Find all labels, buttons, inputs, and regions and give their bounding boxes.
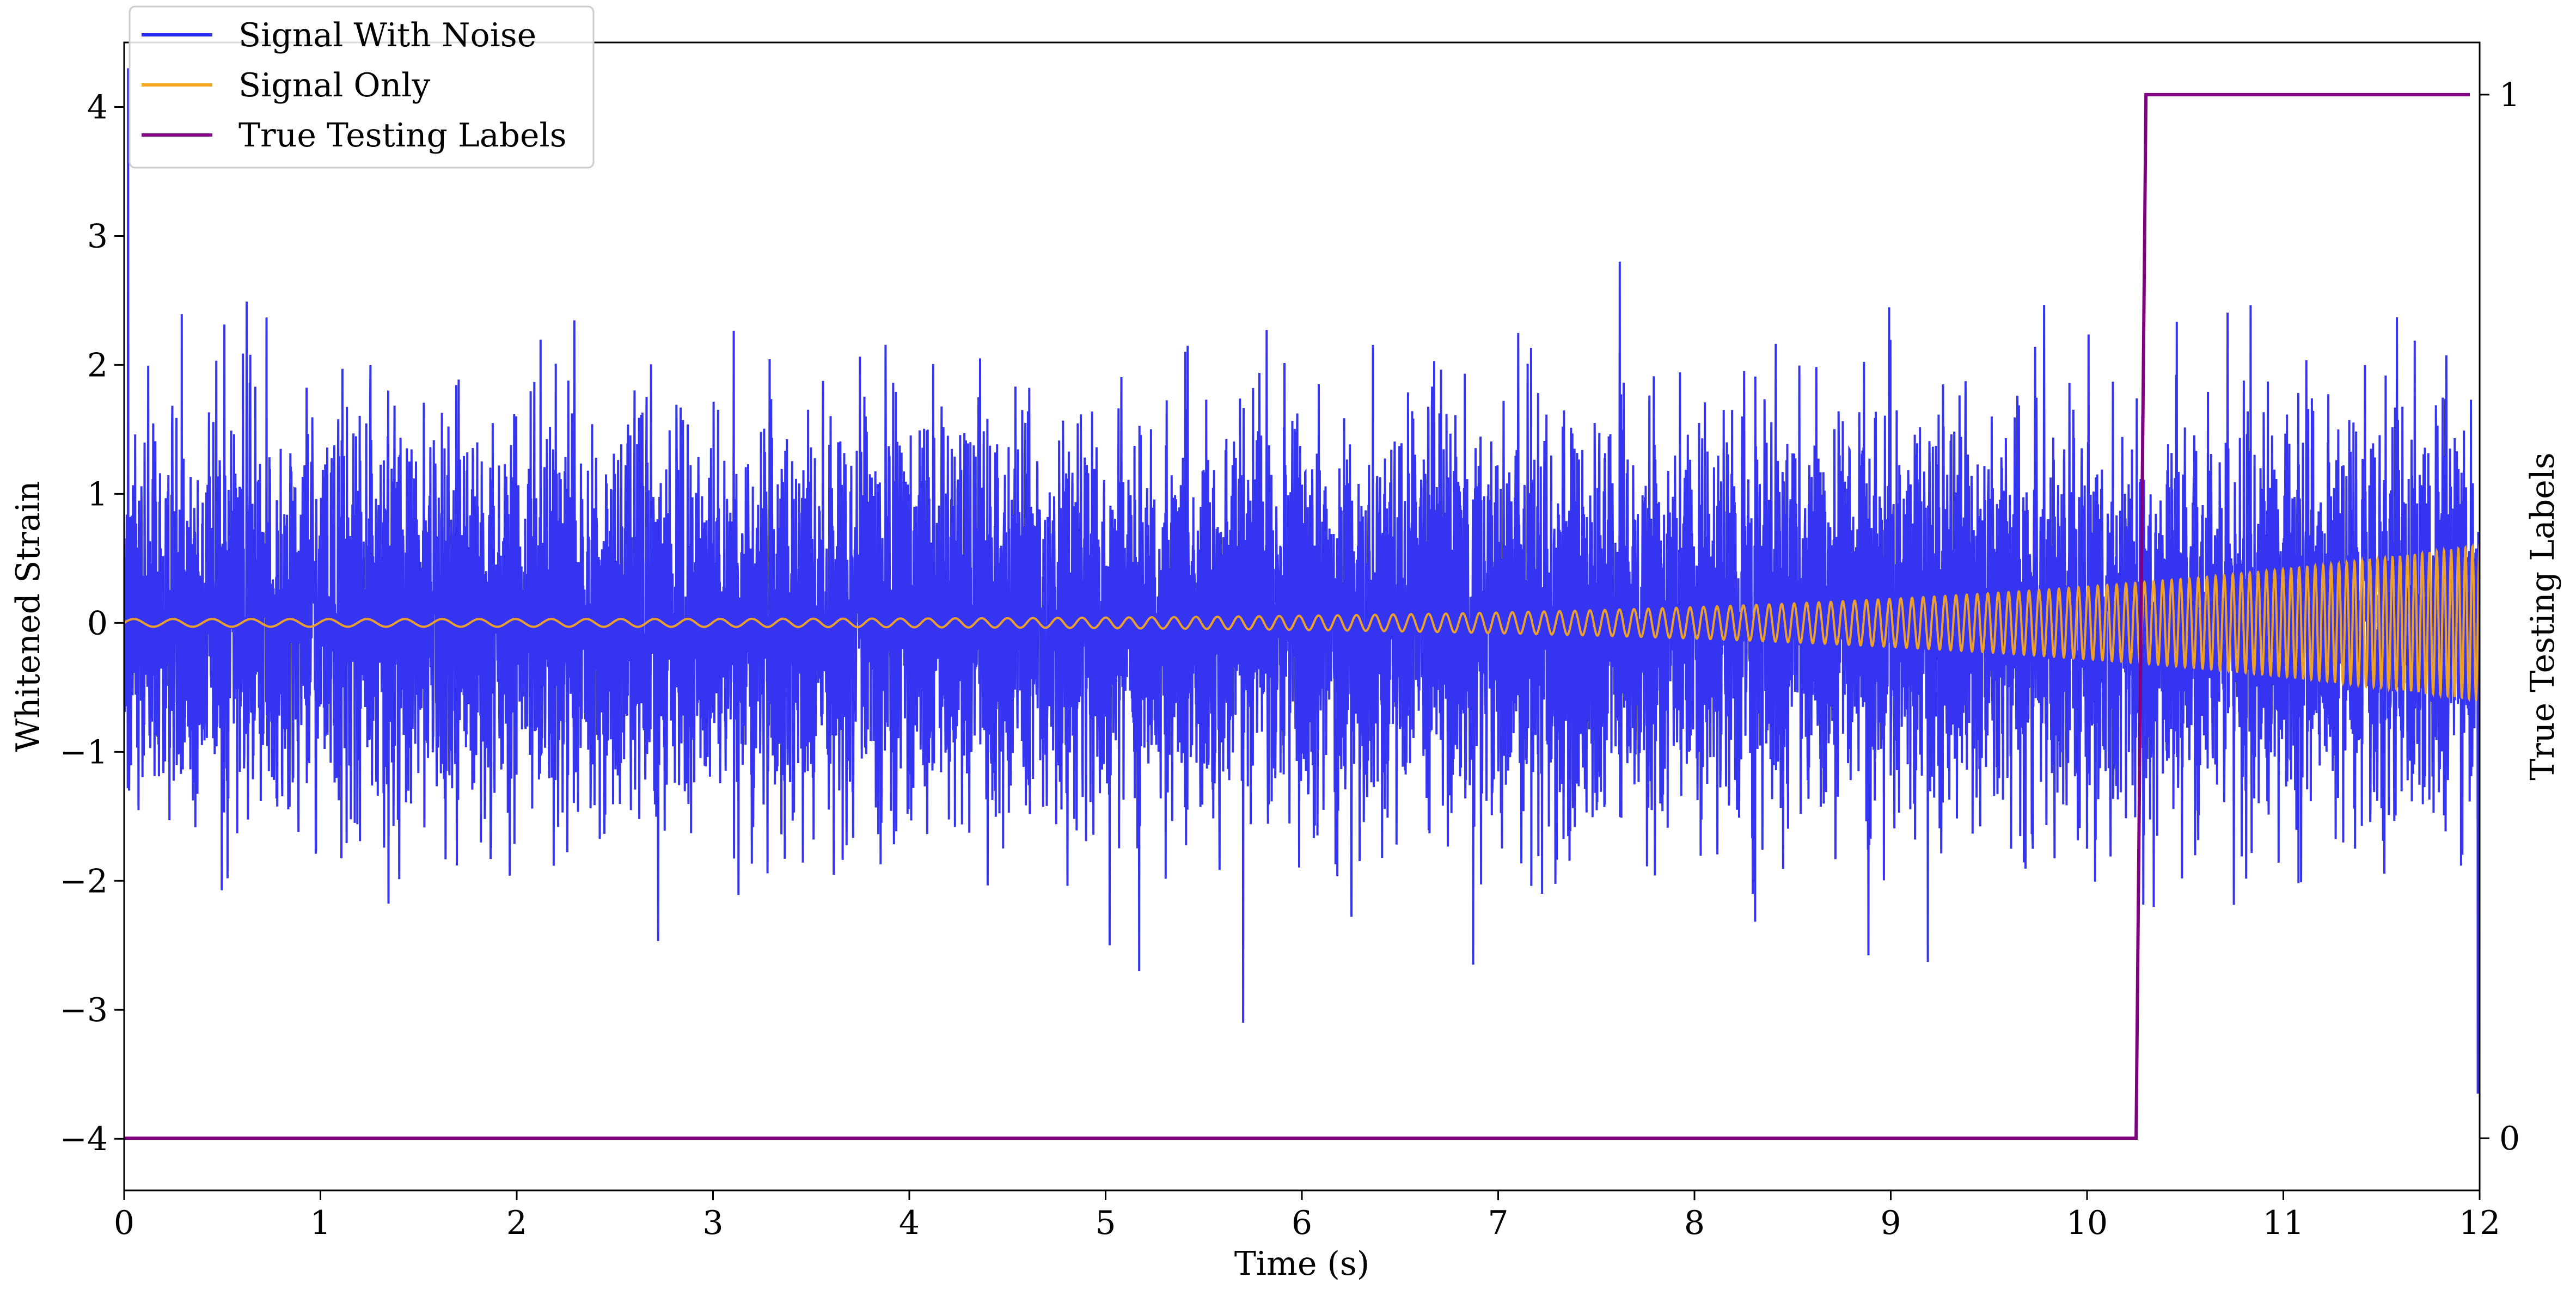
x-tick-label: 3 [702,1204,723,1242]
x-tick-label: 8 [1684,1204,1705,1242]
x-axis-label: Time (s) [1234,1245,1369,1283]
y-tick-label: 4 [87,88,108,126]
y-tick-label: 2 [87,346,108,384]
series-line-signal-only [124,543,2480,702]
y2-axis-label: True Testing Labels [2524,452,2562,781]
x-tick-label: 5 [1095,1204,1116,1242]
x-tick-label: 9 [1880,1204,1901,1242]
x-tick-label: 12 [2459,1204,2500,1242]
x-tick-label: 2 [506,1204,527,1242]
y-tick-label: 1 [87,475,108,513]
y-tick-label: −1 [60,733,108,771]
y-tick-label: −3 [60,991,108,1029]
x-tick-label: 6 [1292,1204,1312,1242]
series-line-signal-with-noise [124,68,2480,1094]
y-axis-label: Whitened Strain [9,481,47,752]
y-tick-label: 3 [87,217,108,255]
series-layer [124,68,2480,1140]
legend-label: Signal Only [238,66,430,105]
x-tick-label: 11 [2262,1204,2304,1242]
y-axis-left: −4 −3 −2 −1 0 1 2 3 4 [60,88,124,1158]
x-tick-label: 4 [899,1204,920,1242]
legend-label: Signal With Noise [238,16,536,54]
y2-tick-label: 0 [2499,1120,2520,1158]
x-tick-label: 1 [310,1204,331,1242]
y-tick-label: −2 [60,862,108,900]
x-tick-label: 10 [2066,1204,2108,1242]
legend: Signal With Noise Signal Only True Testing… [129,5,595,169]
y-tick-label: −4 [60,1120,108,1158]
legend-box [129,5,595,169]
x-tick-label: 7 [1488,1204,1508,1242]
x-axis: 0 1 2 3 4 5 6 7 8 9 10 11 12 [114,1190,2500,1242]
legend-label: True Testing Labels [238,116,567,155]
y-tick-label: 0 [87,604,108,642]
x-tick-label: 0 [114,1204,134,1242]
y-axis-right: 01 [2480,76,2520,1158]
series-line-true-testing-labels [124,93,2470,1140]
y2-tick-label: 1 [2499,76,2520,114]
